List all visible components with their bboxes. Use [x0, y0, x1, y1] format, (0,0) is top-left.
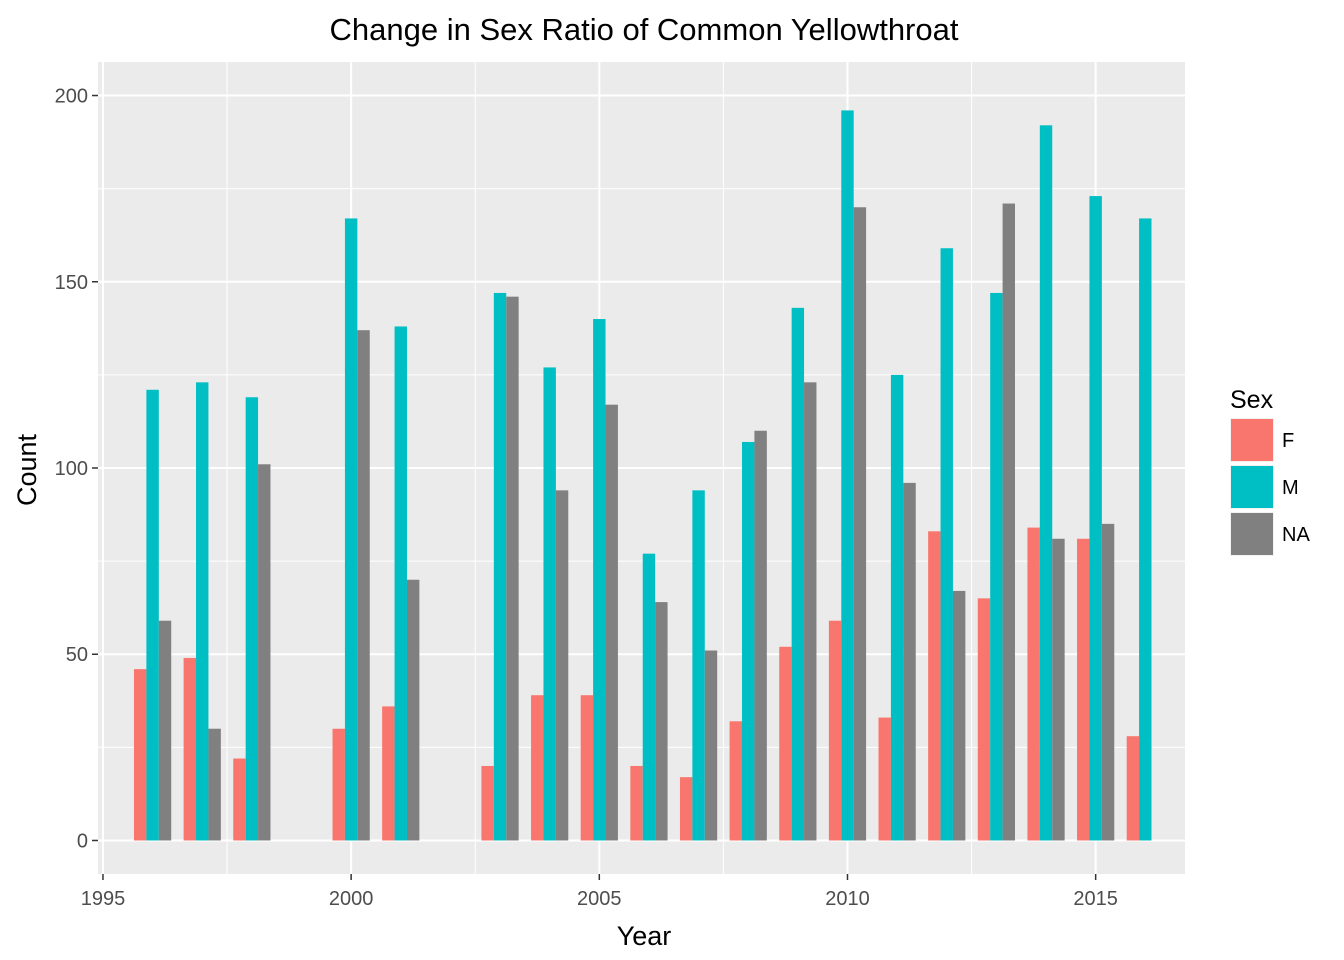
bars	[133, 110, 1152, 841]
x-tick-label: 1995	[81, 888, 126, 910]
bar-NA-2015	[1101, 523, 1115, 841]
bar-F-2011	[878, 717, 891, 841]
bar-NA-2001	[406, 579, 420, 841]
bar-NA-1997	[208, 728, 221, 841]
bar-NA-2009	[804, 382, 817, 841]
bar-NA-2006	[655, 602, 668, 841]
bar-NA-2012	[952, 590, 966, 841]
bar-M-2000	[344, 218, 358, 841]
bar-M-2009	[791, 307, 805, 841]
bar-M-2014	[1039, 125, 1053, 841]
bar-M-2010	[841, 110, 854, 841]
bar-M-2013	[990, 292, 1003, 841]
bar-NA-2003	[506, 296, 519, 841]
bar-M-2004	[543, 367, 556, 841]
bar-F-2000	[332, 728, 345, 841]
legend-title: Sex	[1230, 386, 1274, 414]
bar-M-2006	[642, 553, 656, 841]
y-tick-label: 150	[55, 272, 88, 294]
bar-M-2005	[593, 319, 606, 841]
bar-M-1996	[146, 389, 159, 841]
bar-F-2016	[1126, 736, 1140, 841]
y-tick-label: 200	[55, 86, 88, 108]
bar-NA-2000	[357, 330, 370, 841]
y-tick-label: 0	[77, 830, 88, 852]
bar-M-1998	[245, 397, 259, 841]
bar-F-2005	[580, 695, 594, 841]
bar-M-2008	[742, 441, 755, 841]
bar-F-2010	[828, 620, 842, 841]
x-axis: 1995 2000 2005 2010 2015	[81, 874, 1118, 910]
bar-F-2009	[779, 646, 792, 841]
bar-F-1996	[133, 669, 147, 841]
bar-M-2003	[493, 292, 507, 841]
bar-F-2007	[679, 777, 693, 841]
x-tick-label: 2010	[825, 888, 870, 910]
y-axis: 0 50 100 150 200	[55, 86, 98, 852]
bar-F-1997	[183, 657, 197, 841]
x-axis-title: Year	[617, 921, 672, 951]
legend: Sex F M NA	[1230, 386, 1310, 556]
bar-F-2015	[1077, 538, 1090, 841]
bar-F-1998	[233, 758, 246, 841]
legend-key-F	[1231, 419, 1273, 461]
chart-title: Change in Sex Ratio of Common Yellowthro…	[330, 12, 959, 47]
x-tick-label: 2000	[329, 888, 374, 910]
bar-F-2013	[977, 598, 991, 841]
bar-NA-2010	[853, 207, 867, 841]
bar-F-2008	[729, 721, 743, 841]
bar-NA-2007	[704, 650, 718, 841]
bar-NA-1996	[158, 620, 172, 841]
legend-key-NA	[1231, 513, 1273, 555]
y-tick-label: 50	[66, 644, 88, 666]
legend-label-M: M	[1282, 477, 1299, 499]
bar-NA-2011	[903, 482, 916, 841]
bar-NA-1998	[258, 464, 271, 841]
bar-NA-2014	[1052, 538, 1065, 841]
bar-F-2014	[1027, 527, 1040, 841]
bar-NA-2013	[1002, 203, 1016, 841]
bar-M-2012	[940, 248, 953, 841]
y-tick-label: 100	[55, 458, 88, 480]
bar-M-2001	[394, 326, 407, 841]
x-tick-label: 2005	[577, 888, 622, 910]
bar-M-2015	[1089, 196, 1102, 841]
bar-M-2011	[890, 374, 904, 841]
bar-F-2001	[382, 706, 395, 841]
bar-M-2016	[1139, 218, 1152, 841]
bar-F-2006	[630, 765, 643, 841]
bar-NA-2004	[555, 490, 569, 841]
bar-M-1997	[196, 382, 209, 841]
bar-F-2004	[531, 695, 544, 841]
legend-key-M	[1231, 466, 1273, 508]
y-axis-title: Count	[12, 433, 42, 506]
legend-label-F: F	[1282, 430, 1294, 452]
bar-NA-2008	[754, 430, 767, 841]
bar-F-2012	[928, 531, 941, 841]
legend-label-NA: NA	[1282, 524, 1310, 546]
bar-F-2003	[481, 765, 494, 841]
bar-M-2007	[692, 490, 705, 841]
bar-NA-2005	[605, 404, 618, 841]
x-tick-label: 2015	[1073, 888, 1118, 910]
